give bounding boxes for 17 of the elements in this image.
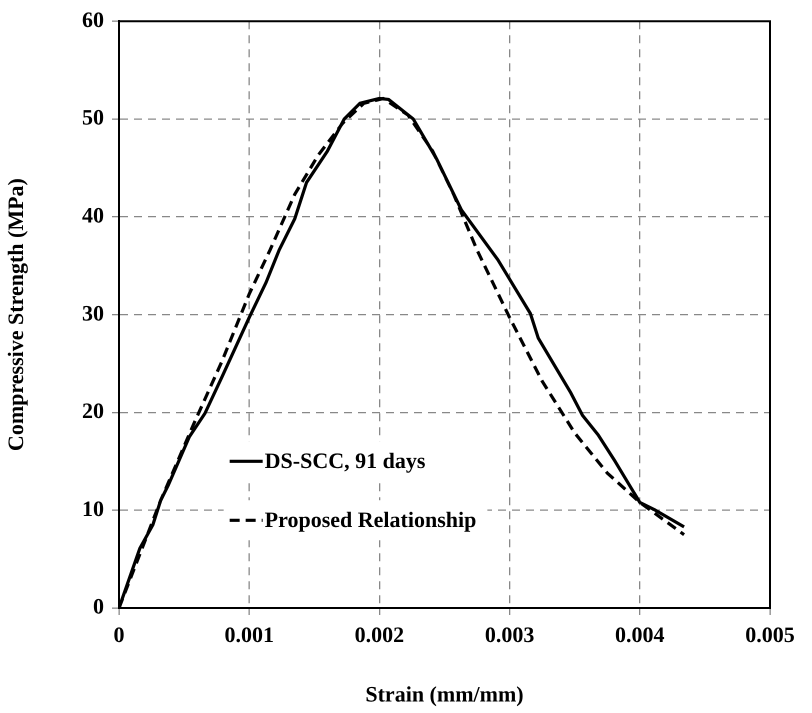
x-axis-title: Strain (mm/mm) — [365, 681, 524, 706]
y-axis-title: Compressive Strength (MPa) — [2, 178, 28, 452]
y-tick-label: 10 — [82, 496, 104, 521]
y-tick-label: 20 — [82, 398, 104, 424]
legend-label: Proposed Relationship — [264, 506, 476, 532]
y-tick-label: 40 — [82, 202, 104, 228]
y-tick-label: 50 — [82, 104, 104, 130]
y-tick-label: 60 — [82, 6, 104, 32]
x-tick-label: 0.005 — [745, 622, 795, 647]
x-tick-label: 0.002 — [354, 622, 404, 647]
legend-label: DS-SCC, 91 days — [264, 448, 426, 473]
y-tick-label: 30 — [82, 300, 104, 326]
x-tick-label: 0.004 — [615, 622, 665, 647]
x-tick-label: 0.001 — [224, 622, 274, 647]
y-tick-label: 0 — [93, 594, 104, 619]
x-tick-label: 0 — [114, 622, 124, 647]
x-tick-label: 0.003 — [484, 622, 534, 647]
